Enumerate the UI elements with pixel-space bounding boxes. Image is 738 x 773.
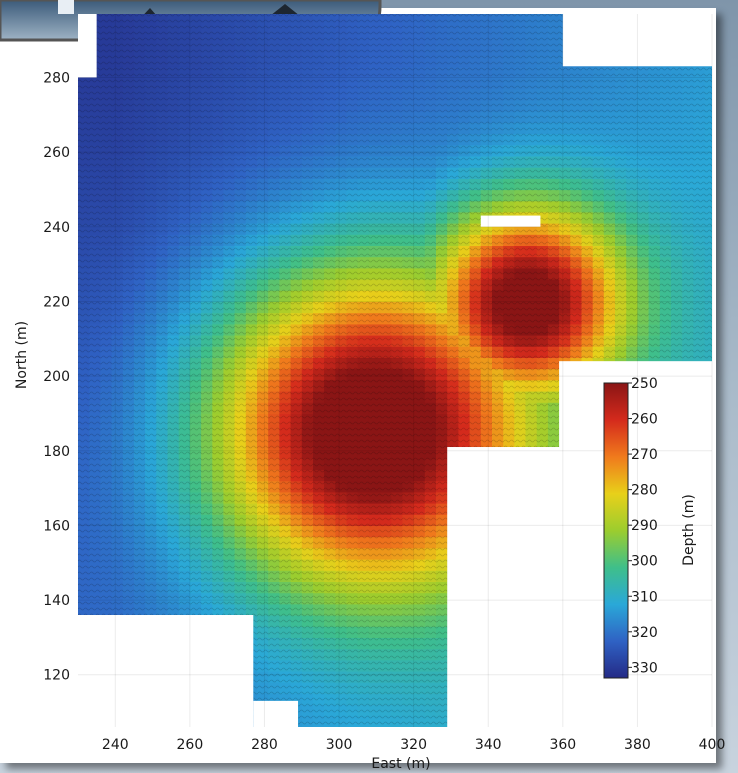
x-tick-label: 280	[251, 737, 278, 753]
y-tick-label: 160	[43, 518, 70, 534]
colorbar-ticks: 250 260 270 280 290 300 310 320 330	[628, 376, 658, 676]
no-data-region	[480, 215, 541, 227]
colorbar-tick-label: 290	[631, 518, 658, 534]
no-data-region	[253, 700, 299, 727]
colorbar-tick-label: 310	[631, 589, 658, 605]
no-data-region	[559, 361, 712, 727]
x-tick-label: 380	[624, 737, 651, 753]
depth-surface	[78, 14, 712, 727]
colorbar-tick-label: 260	[631, 412, 658, 428]
no-data-regions	[78, 14, 712, 727]
x-axis-label: East (m)	[371, 756, 430, 772]
x-tick-label: 360	[549, 737, 576, 753]
x-axis: 240 260 280 300 320 340 360 380 400	[102, 737, 725, 753]
y-axis-label: North (m)	[14, 321, 30, 389]
no-data-region	[562, 14, 712, 67]
colorbar-tick-label: 280	[631, 483, 658, 499]
colorbar-scale	[603, 382, 629, 679]
y-tick-label: 280	[43, 70, 70, 86]
colorbar-tick-label: 250	[631, 376, 658, 392]
x-tick-label: 320	[400, 737, 427, 753]
y-tick-label: 180	[43, 444, 70, 460]
y-tick-label: 200	[43, 369, 70, 385]
y-tick-label: 220	[43, 294, 70, 310]
y-tick-label: 260	[43, 145, 70, 161]
colorbar-label: Depth (m)	[681, 494, 697, 566]
x-tick-label: 260	[177, 737, 204, 753]
y-tick-label: 240	[43, 220, 70, 236]
x-tick-label: 240	[102, 737, 129, 753]
plot-area	[78, 14, 713, 727]
colorbar-tick-label: 270	[631, 447, 658, 463]
x-tick-label: 340	[475, 737, 502, 753]
y-tick-label: 120	[43, 668, 70, 684]
colorbar-tick-label: 320	[631, 625, 658, 641]
colorbar: 250 260 270 280 290 300 310 320 330 Depth (m)	[603, 376, 697, 679]
gridlines	[78, 14, 713, 727]
y-axis: 120 140 160 180 200 220 240 260 280	[43, 70, 70, 683]
no-data-region	[78, 615, 254, 727]
x-tick-label: 300	[326, 737, 353, 753]
x-tick-label: 400	[699, 737, 726, 753]
no-data-region	[78, 14, 97, 78]
y-tick-label: 140	[43, 593, 70, 609]
colorbar-tick-label: 330	[631, 660, 658, 676]
colorbar-tick-label: 300	[631, 554, 658, 570]
